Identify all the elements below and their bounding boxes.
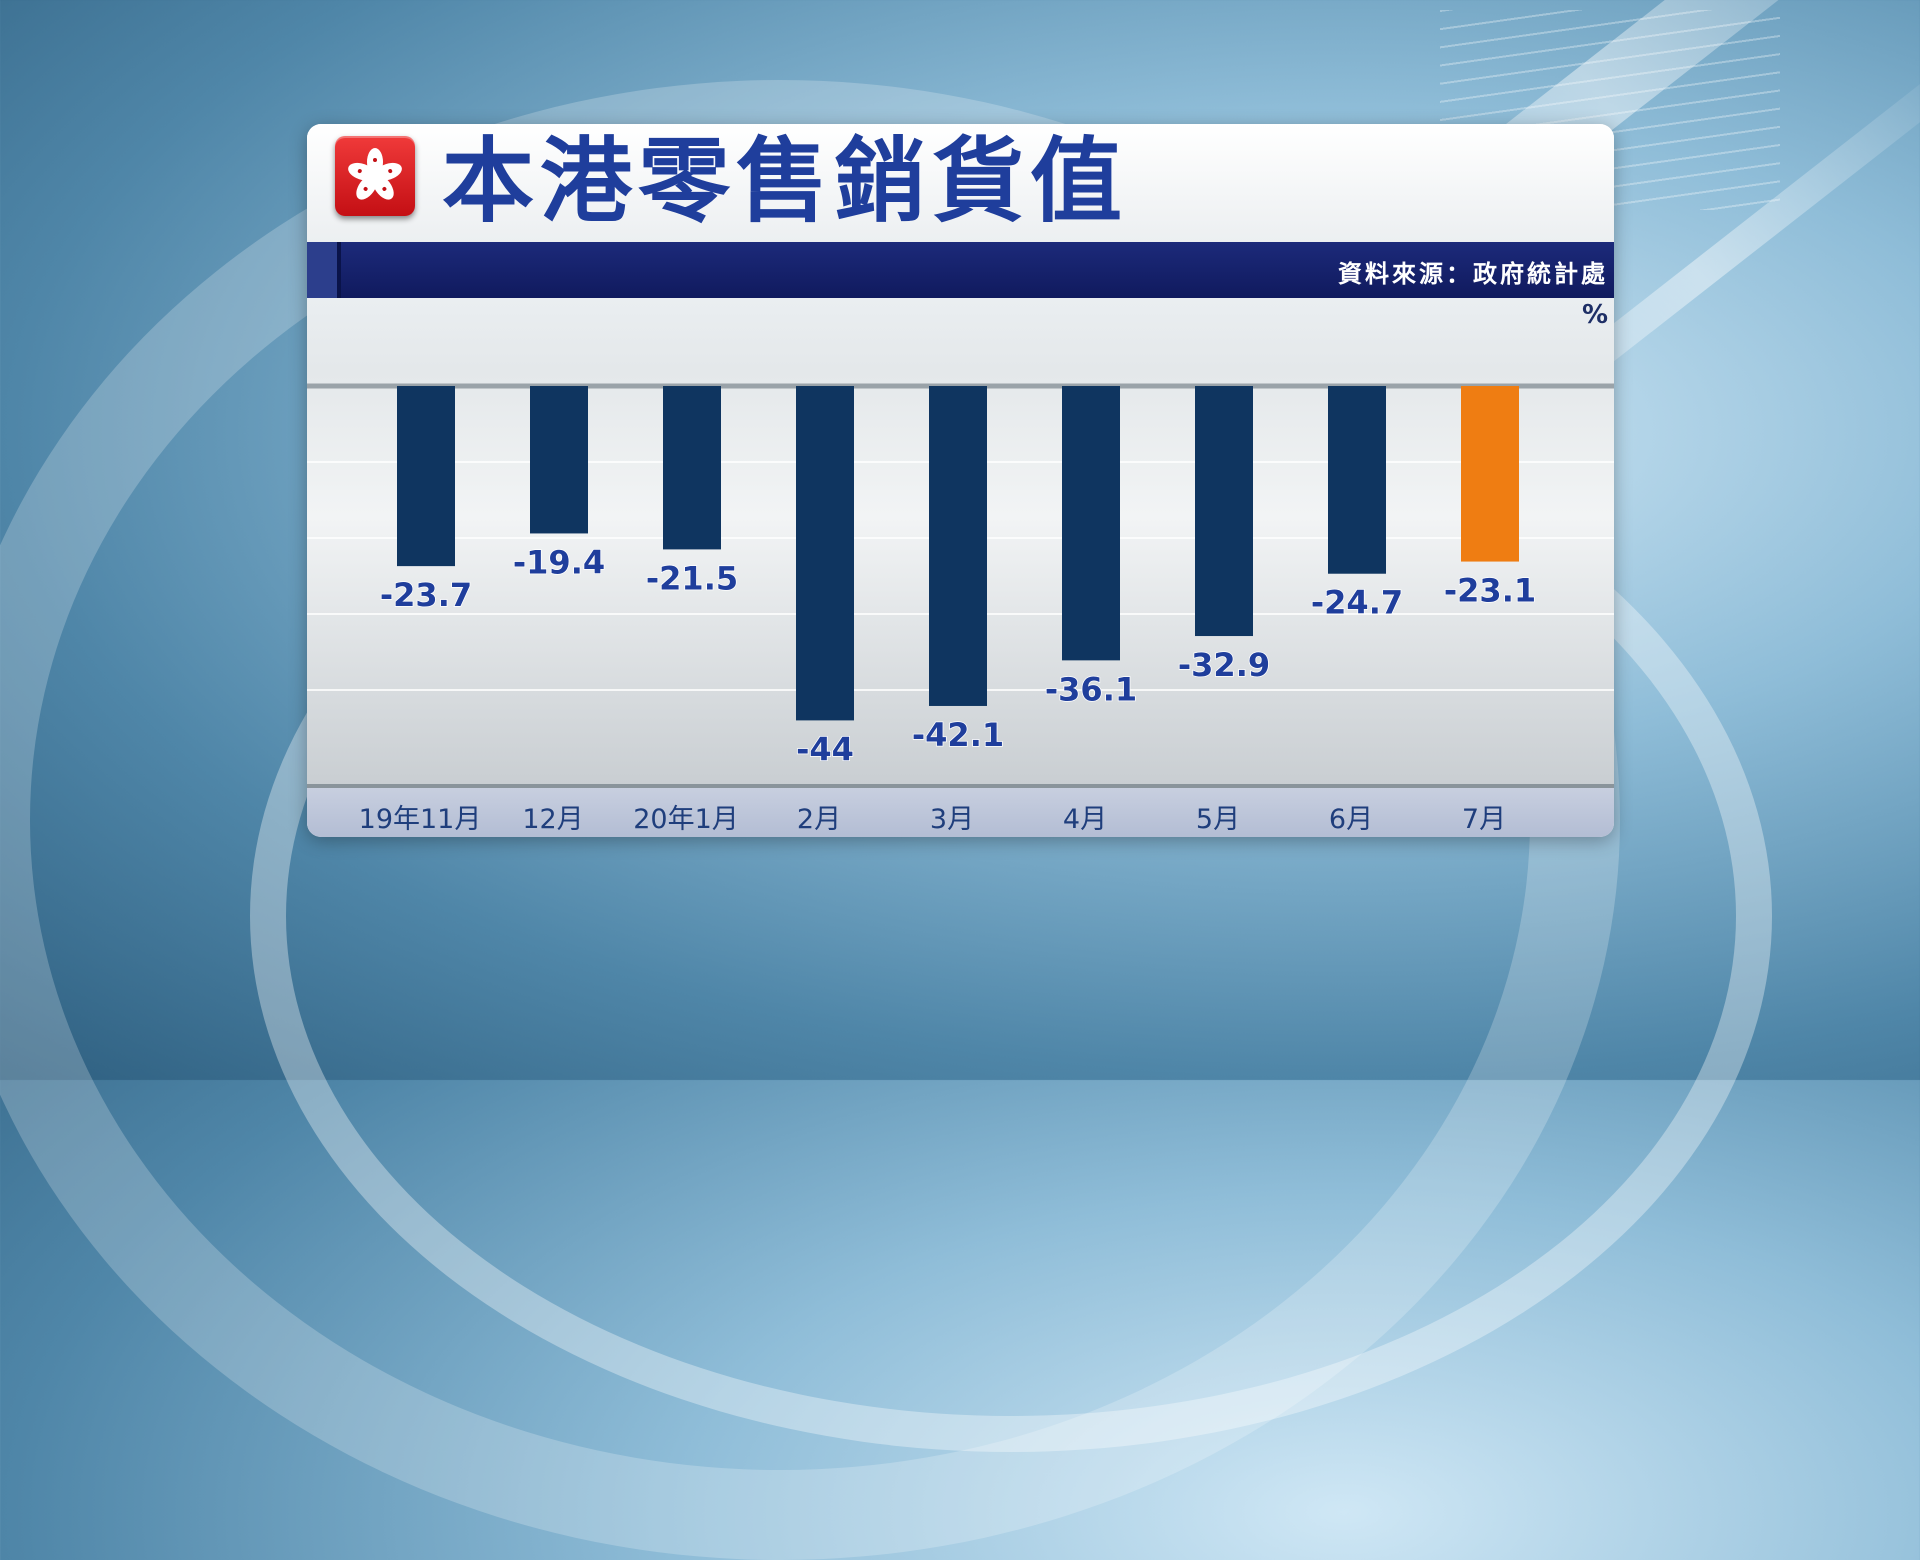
data-label: -23.7 (380, 576, 472, 614)
x-tick-label: 12月 (522, 804, 583, 835)
x-tick-label: 3月 (930, 804, 974, 835)
bar (796, 386, 854, 721)
bar (1461, 386, 1519, 562)
bar (1195, 386, 1253, 637)
data-label: -21.5 (646, 559, 738, 597)
bar (663, 386, 721, 550)
data-label: -44 (796, 730, 854, 768)
data-source-label: 資料來源：政府統計處 (1338, 260, 1608, 288)
data-label: -42.1 (912, 716, 1004, 754)
bar-chart: -23.7 19年11月 -19.4 12月 -21.5 20年1月 -44 2月 -42.1 3… (307, 383, 1614, 835)
x-tick-label: 5月 (1196, 804, 1240, 835)
chart-title: 本港零售銷貨值 (442, 128, 1129, 235)
bar (1328, 386, 1386, 574)
data-label: -19.4 (513, 543, 605, 581)
source-bar: 資料來源：政府統計處 (307, 242, 1614, 298)
bar (397, 386, 455, 567)
x-tick-label: 2月 (797, 804, 841, 835)
x-tick-label: 7月 (1462, 804, 1506, 835)
bar (1062, 386, 1120, 661)
bar (929, 386, 987, 706)
bar (530, 386, 588, 534)
x-tick-label: 19年11月 (359, 804, 482, 835)
data-label: -23.1 (1444, 572, 1536, 610)
x-tick-label: 6月 (1329, 804, 1373, 835)
hong-kong-flag-icon (335, 136, 415, 216)
source-bar-tab (307, 242, 341, 298)
chart-panel: 本港零售銷貨值 資料來源：政府統計處 % -23.7 19年11月 -19.4 12月… (307, 124, 1614, 837)
data-label: -32.9 (1178, 646, 1270, 684)
x-tick-label: 20年1月 (633, 804, 739, 835)
data-label: -24.7 (1311, 584, 1403, 622)
x-axis-band (307, 785, 1614, 837)
data-label: -36.1 (1045, 670, 1137, 708)
chart-header: 本港零售銷貨值 (307, 124, 1614, 242)
unit-label: % (1581, 300, 1608, 330)
x-tick-label: 4月 (1063, 804, 1107, 835)
